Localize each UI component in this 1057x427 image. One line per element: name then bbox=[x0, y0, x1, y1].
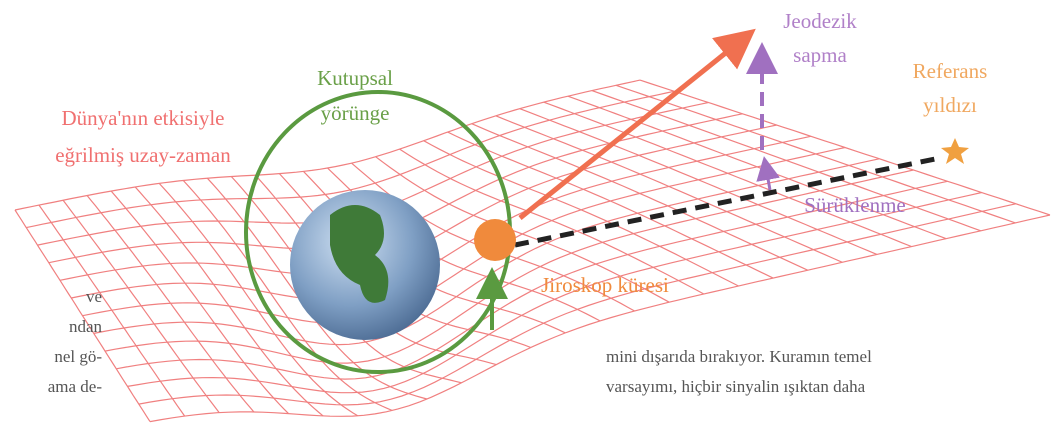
reference-label: yıldızı bbox=[923, 93, 977, 117]
grid-line bbox=[150, 215, 1050, 422]
gyroscope-label: Jiroskop küresi bbox=[541, 273, 669, 297]
orbit-label: Kutupsal bbox=[317, 66, 393, 90]
orbit-label: yörünge bbox=[321, 101, 390, 125]
page: Dünya'nın etkisiyle eğrilmiş uzay-zaman … bbox=[0, 0, 1057, 427]
body-text: ndan bbox=[69, 317, 103, 336]
drag-label: Sürüklenme bbox=[804, 193, 905, 217]
body-text: mini dışarıda bırakıyor. Kuramın temel bbox=[606, 347, 872, 366]
diagram: Dünya'nın etkisiyle eğrilmiş uzay-zaman … bbox=[0, 0, 1057, 427]
grid-line bbox=[472, 124, 808, 271]
spacetime-grid bbox=[15, 80, 1050, 422]
geodetic-label: sapma bbox=[793, 43, 847, 67]
body-text: ama de- bbox=[48, 377, 103, 396]
body-text: ve bbox=[86, 287, 102, 306]
reference-label: Referans bbox=[913, 59, 988, 83]
spacetime-label: eğrilmiş uzay-zaman bbox=[55, 143, 231, 167]
reference-star bbox=[941, 138, 969, 164]
spacetime-label: Dünya'nın etkisiyle bbox=[61, 106, 224, 130]
grid-line bbox=[139, 204, 1016, 405]
gyroscope-sphere bbox=[474, 219, 516, 261]
drag-arrow bbox=[765, 162, 770, 190]
body-text: nel gö- bbox=[54, 347, 102, 366]
geodetic-label: Jeodezik bbox=[783, 9, 857, 33]
body-text: varsayımı, hiçbir sinyalin ışıktan daha bbox=[606, 377, 866, 396]
